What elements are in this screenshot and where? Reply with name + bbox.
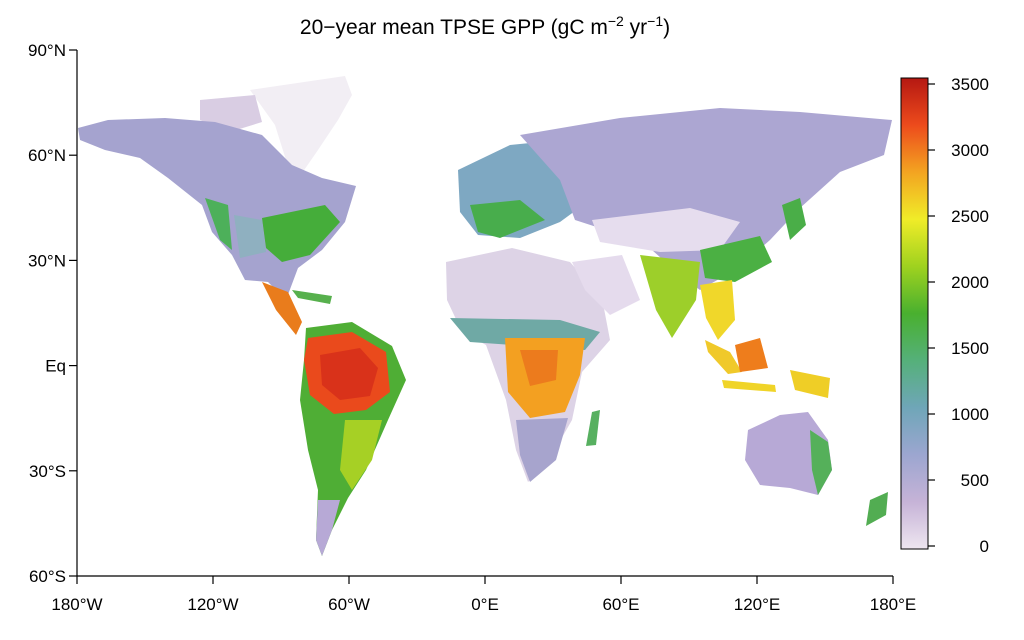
colorbar-tick-label: 3500: [951, 75, 989, 94]
patagonia: [316, 500, 340, 556]
colorbar-tick-label: 2500: [951, 207, 989, 226]
central-america: [262, 282, 302, 335]
borneo: [735, 338, 768, 372]
japan: [782, 198, 806, 240]
x-tick-label: 180°W: [51, 595, 102, 614]
arabia: [572, 255, 640, 315]
na-temperate-west: [205, 198, 232, 250]
x-tick-label: 0°E: [471, 595, 499, 614]
congo-core: [520, 350, 558, 386]
x-tick-label: 120°W: [187, 595, 238, 614]
x-tick-label: 120°E: [734, 595, 781, 614]
na-great-plains: [234, 215, 266, 258]
x-tick-label: 60°E: [602, 595, 639, 614]
sulawesi-java: [722, 380, 776, 392]
colorbar-tick-label: 3000: [951, 141, 989, 160]
southern-africa: [516, 418, 568, 482]
amazon-core: [320, 348, 378, 400]
y-tick-label: 30°S: [29, 462, 66, 481]
y-tick-label: 30°N: [28, 251, 66, 270]
land-masses: [78, 76, 892, 556]
colorbar-ticks: 3500 3000 2500 2000 1500 1000 500 0: [928, 75, 989, 556]
colorbar: [900, 77, 929, 550]
colorbar-tick-label: 0: [980, 537, 989, 556]
chart-title: 20−year mean TPSE GPP (gC m−2 yr−1): [300, 13, 670, 39]
y-tick-label: Eq: [45, 357, 66, 376]
caribbean: [292, 290, 332, 304]
madagascar: [586, 410, 600, 446]
y-tick-label: 90°N: [28, 41, 66, 60]
brazil-south: [340, 420, 382, 490]
x-axis: 180°W 120°W 60°W 0°E 60°E 120°E 180°E: [51, 576, 916, 614]
new-zealand: [866, 492, 888, 526]
greenland: [250, 76, 352, 176]
x-tick-label: 180°E: [870, 595, 917, 614]
y-axis: 90°N 60°N 30°N Eq 30°S 60°S: [28, 41, 77, 586]
indochina: [700, 280, 735, 340]
central-asia-desert: [592, 208, 740, 252]
colorbar-tick-label: 1500: [951, 339, 989, 358]
y-tick-label: 60°N: [28, 146, 66, 165]
sumatra: [705, 340, 742, 374]
india: [640, 255, 700, 338]
x-tick-label: 60°W: [328, 595, 370, 614]
australia-east: [810, 430, 832, 495]
colorbar-tick-label: 1000: [951, 405, 989, 424]
colorbar-tick-label: 2000: [951, 273, 989, 292]
na-temperate-east: [262, 205, 340, 262]
europe-west: [470, 200, 545, 238]
asia: [520, 108, 892, 290]
new-guinea: [790, 370, 830, 398]
south-china: [700, 236, 772, 282]
y-tick-label: 60°S: [29, 567, 66, 586]
colorbar-tick-label: 500: [961, 471, 989, 490]
